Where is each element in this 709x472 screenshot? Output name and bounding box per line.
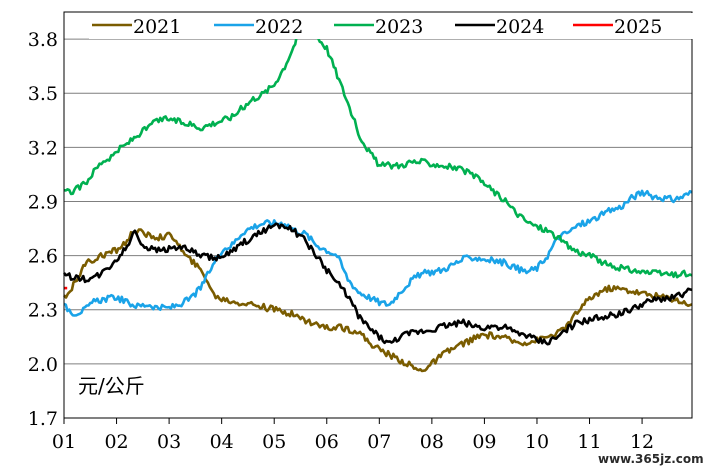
x-tick-label: 06 xyxy=(315,431,339,453)
y-tick-label: 3.8 xyxy=(28,29,58,51)
legend: 2021 2022 2023 2024 2025 xyxy=(89,13,694,39)
y-tick-label: 1.7 xyxy=(28,408,58,430)
y-tick-label: 2.9 xyxy=(28,191,58,213)
x-tick-label: 09 xyxy=(472,431,496,453)
y-unit-label: 元/公斤 xyxy=(78,374,145,398)
x-tick-label: 12 xyxy=(630,431,654,453)
x-tick-label: 03 xyxy=(157,431,181,453)
x-tick-label: 04 xyxy=(210,431,234,453)
legend-label-2023: 2023 xyxy=(375,16,423,38)
x-tick-label: 08 xyxy=(420,431,444,453)
x-tick-label: 07 xyxy=(367,431,391,453)
y-tick-label: 3.5 xyxy=(28,83,58,105)
legend-label-2025: 2025 xyxy=(614,16,662,38)
x-axis: 01 02 03 04 05 06 07 08 09 10 11 12 xyxy=(52,418,654,453)
x-tick-label: 10 xyxy=(525,431,549,453)
x-tick-label: 11 xyxy=(577,431,601,453)
series-line-2024 xyxy=(62,222,693,346)
series-line-2022 xyxy=(63,189,693,317)
plot-frame xyxy=(63,11,693,419)
watermark: www.365jz.com xyxy=(598,452,704,466)
grid-lines xyxy=(64,38,692,419)
series-group xyxy=(62,25,693,373)
y-tick-label: 2.0 xyxy=(28,354,58,376)
y-tick-label: 3.2 xyxy=(28,137,58,159)
legend-label-2021: 2021 xyxy=(133,16,181,38)
y-tick-label: 2.3 xyxy=(28,300,58,322)
legend-label-2024: 2024 xyxy=(496,16,544,38)
series-line-2021 xyxy=(63,228,693,373)
x-tick-label: 02 xyxy=(104,431,128,453)
x-tick-label: 05 xyxy=(262,431,286,453)
y-axis: 1.7 2.0 2.3 2.6 2.9 3.2 3.5 3.8 xyxy=(28,29,58,430)
legend-label-2022: 2022 xyxy=(255,16,303,38)
series-line-2023 xyxy=(63,25,693,279)
y-tick-label: 2.6 xyxy=(28,246,58,268)
x-tick-label: 01 xyxy=(52,431,76,453)
